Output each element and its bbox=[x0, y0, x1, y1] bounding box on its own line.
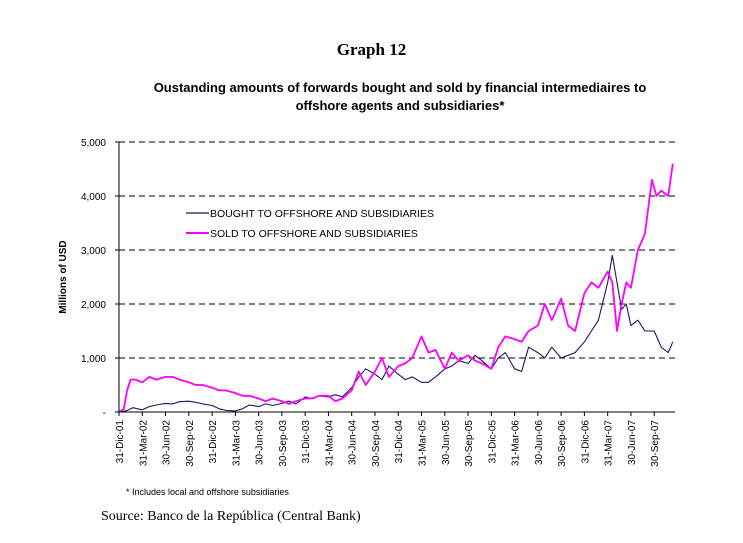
x-tick-label: 30-Jun-02 bbox=[162, 420, 173, 465]
x-tick-label: 30-Sep-02 bbox=[185, 420, 196, 467]
x-tick-labels: 31-Dic-01 31-Mar-02 30-Jun-02 30-Sep-02 31-D… bbox=[115, 420, 661, 467]
y-tick-label: 4,000 bbox=[81, 192, 106, 203]
x-tick-label: 30-Sep-03 bbox=[278, 420, 289, 467]
x-tick-label: 30-Sep-07 bbox=[650, 420, 661, 467]
gridlines bbox=[119, 141, 675, 359]
series-layer bbox=[118, 163, 674, 413]
footnote: * Includes local and offshore subsidiari… bbox=[126, 487, 289, 497]
y-tick-label: 5,000 bbox=[81, 138, 106, 149]
y-tick-label: 1,000 bbox=[81, 354, 106, 365]
x-tick-label: 30-Sep-05 bbox=[464, 420, 475, 467]
series-line-sold bbox=[118, 163, 674, 413]
x-tick-label: 30-Jun-04 bbox=[348, 420, 359, 465]
x-tick-label: 31-Mar-02 bbox=[138, 420, 149, 467]
y-tick-label: 3,000 bbox=[81, 246, 106, 257]
x-tick-label: 31-Dic-06 bbox=[580, 420, 591, 464]
x-tick-label: 31-Dic-03 bbox=[301, 420, 312, 464]
x-tick-label: 31-Dic-02 bbox=[208, 420, 219, 464]
x-tick-label: 31-Dic-01 bbox=[115, 420, 126, 464]
chart-title: Oustanding amounts of forwards bought an… bbox=[60, 79, 740, 115]
x-tick-label: 30-Jun-03 bbox=[255, 420, 266, 465]
x-tick-label: 31-Mar-03 bbox=[231, 420, 242, 467]
x-tick-label: 30-Sep-06 bbox=[557, 420, 568, 467]
x-tick-label: 30-Jun-07 bbox=[627, 420, 638, 465]
x-tick-label: 30-Sep-04 bbox=[371, 420, 382, 467]
axes bbox=[115, 141, 675, 416]
y-tick-labels: - 1,000 2,000 3,000 4,000 5,000 bbox=[81, 138, 106, 419]
y-tick-label: 2,000 bbox=[81, 300, 106, 311]
x-tick-label: 31-Dic-05 bbox=[487, 420, 498, 464]
y-axis-title: Millions of USD bbox=[58, 240, 69, 313]
legend-label-sold: SOLD TO OFFSHORE AND SUBSIDIARIES bbox=[210, 228, 418, 240]
x-tick-label: 30-Jun-06 bbox=[534, 420, 545, 465]
x-tick-label: 30-Jun-05 bbox=[441, 420, 452, 465]
legend: BOUGHT TO OFFSHORE AND SUBSIDIARIES SOLD… bbox=[186, 208, 434, 240]
series-line-bought bbox=[118, 254, 674, 413]
x-tick-label: 31-Dic-04 bbox=[394, 420, 405, 464]
chart-title-line-1: Oustanding amounts of forwards bought an… bbox=[153, 80, 647, 95]
x-tick-label: 31-Mar-07 bbox=[604, 420, 615, 467]
x-tick-label: 31-Mar-05 bbox=[418, 420, 429, 467]
x-tick-label: 31-Mar-04 bbox=[324, 420, 335, 467]
legend-label-bought: BOUGHT TO OFFSHORE AND SUBSIDIARIES bbox=[210, 208, 434, 220]
source-note: Source: Banco de la República (Central B… bbox=[101, 509, 361, 524]
x-tick-label: 31-Mar-06 bbox=[511, 420, 522, 467]
chart-title-line-2: offshore agents and subsidiaries* bbox=[295, 98, 505, 113]
graph-number: Graph 12 bbox=[336, 40, 407, 59]
y-tick-label: - bbox=[103, 408, 106, 419]
